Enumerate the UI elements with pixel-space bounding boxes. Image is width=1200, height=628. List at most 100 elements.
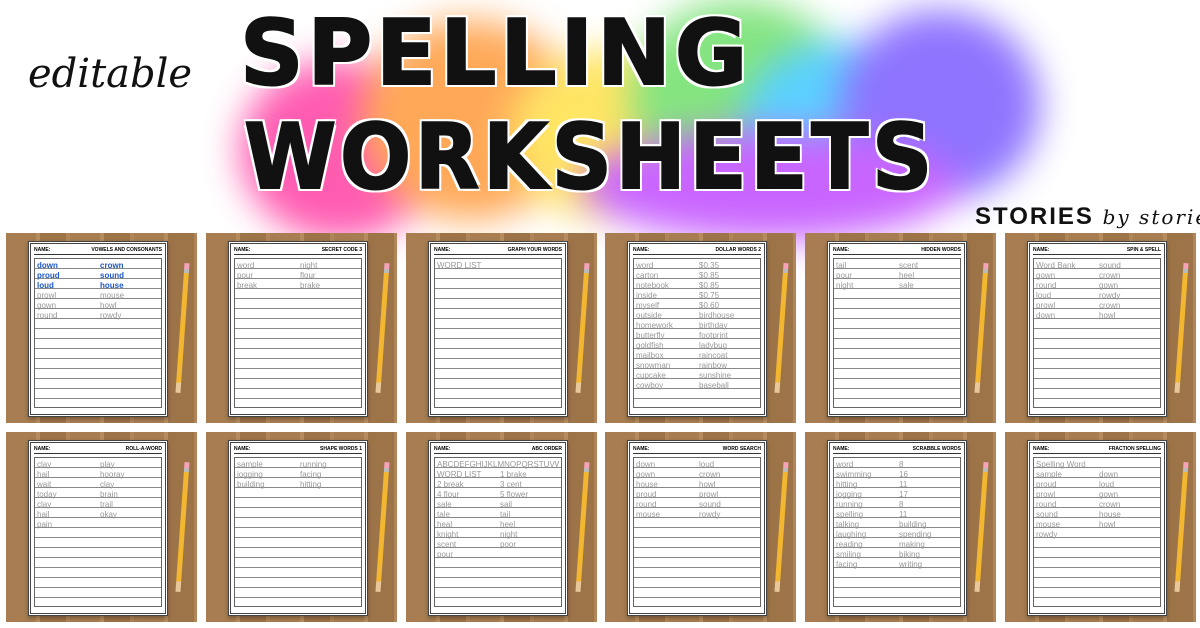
- worksheet-word: cupcake: [636, 371, 666, 380]
- worksheet-word: crown: [1099, 271, 1121, 280]
- worksheet-word: mouse: [100, 291, 125, 300]
- worksheet-word: 17: [899, 490, 908, 499]
- worksheet-word: word: [836, 460, 854, 469]
- worksheet-word: running: [300, 460, 327, 469]
- worksheet-word: poor: [500, 540, 517, 549]
- worksheet-word: round: [37, 311, 58, 320]
- worksheet-title: SCRABBLE WORDS: [912, 446, 961, 452]
- worksheet-body: word night pour flour break brake: [234, 258, 362, 408]
- worksheet-word: tail: [836, 261, 847, 270]
- worksheet-word: sound: [699, 500, 721, 509]
- worksheet-header: NAME: SPIN & SPELL: [1033, 247, 1161, 255]
- worksheet-word: 16: [899, 470, 908, 479]
- worksheet-word: down: [636, 460, 656, 469]
- brand-script: by storie: [1102, 205, 1200, 229]
- worksheet-word: okay: [100, 510, 117, 519]
- worksheet-word: Word Bank: [1036, 261, 1076, 270]
- worksheet-title: SECRET CODE 3: [321, 247, 362, 253]
- worksheet-word: outside: [636, 311, 662, 320]
- worksheet-header: NAME: ABC ORDER: [434, 446, 562, 454]
- worksheet-word: facing: [300, 470, 322, 479]
- watercolor-splash: [180, 0, 1040, 240]
- worksheet-word: cowboy: [636, 381, 664, 390]
- worksheet-word: 1 brake: [500, 470, 527, 479]
- worksheet-word: break: [237, 281, 258, 290]
- worksheet-word: rowdy: [1036, 530, 1058, 539]
- worksheet-word: pour: [437, 550, 454, 559]
- worksheet-word: WORD LIST: [437, 261, 482, 270]
- worksheet-word: proud: [37, 271, 60, 280]
- worksheet-word: inside: [636, 291, 657, 300]
- worksheet-word: mouse: [636, 510, 661, 519]
- worksheet-word: raincoat: [699, 351, 728, 360]
- worksheet-photo: NAME: SECRET CODE 3 word night pour flour brea…: [206, 233, 397, 423]
- worksheet-word: 11: [899, 480, 908, 489]
- worksheet-word: jogging: [836, 490, 862, 499]
- worksheet-word: howl: [1099, 311, 1116, 320]
- worksheet-word: heal: [437, 520, 453, 529]
- worksheet-word: sunshine: [699, 371, 732, 380]
- worksheet-word: prowl: [1036, 490, 1056, 499]
- worksheet-word: sample: [237, 460, 263, 469]
- worksheet-word: loud: [37, 281, 54, 290]
- worksheet-body: tail scent pour heel night sale: [833, 258, 961, 408]
- worksheet: NAME: ROLL-A-WORD clay play hail hooray wait cl…: [28, 440, 168, 616]
- worksheet-header: NAME: DOLLAR WORDS 2: [633, 247, 761, 255]
- worksheet-word: 3 cent: [500, 480, 522, 489]
- worksheet-word: Spelling Word: [1036, 460, 1086, 469]
- worksheet-word: carton: [636, 271, 659, 280]
- worksheet-word: brain: [100, 490, 118, 499]
- worksheet-word: gown: [1099, 281, 1119, 290]
- worksheet: NAME: DOLLAR WORDS 2 word $0.35 carton $0.85 n…: [627, 241, 767, 417]
- worksheet-word: round: [1036, 500, 1057, 509]
- pencil: [1174, 461, 1189, 593]
- worksheet-word: heel: [899, 271, 915, 280]
- worksheet-word: notebook: [636, 281, 669, 290]
- pencil: [974, 262, 989, 394]
- worksheet-word: rowdy: [100, 311, 122, 320]
- pencil: [774, 461, 789, 593]
- worksheet-word: howl: [1099, 520, 1116, 529]
- worksheet-body: WORD LIST: [434, 258, 562, 408]
- worksheet-header: NAME: VOWELS AND CONSONANTS: [34, 247, 162, 255]
- worksheet-word: rowdy: [699, 510, 721, 519]
- worksheet-word: building: [899, 520, 927, 529]
- name-label: NAME:: [1033, 247, 1050, 253]
- worksheet-word: making: [899, 540, 925, 549]
- pencil: [375, 461, 390, 593]
- worksheet-title: SHAPE WORDS 1: [320, 446, 362, 452]
- worksheet-word: tail: [500, 510, 511, 519]
- worksheet-word: reading: [836, 540, 863, 549]
- worksheet-word: ABCDEFGHIJKLMNOPQRSTUVWXYZ: [437, 460, 559, 469]
- worksheet-word: mouse: [1036, 520, 1061, 529]
- worksheet-word: loud: [699, 460, 715, 469]
- worksheet-word: sound: [1099, 261, 1121, 270]
- worksheet-word: sail: [500, 500, 513, 509]
- worksheet-word: 11: [899, 510, 908, 519]
- worksheet-word: birdhouse: [699, 311, 735, 320]
- worksheet-word: spelling: [836, 510, 864, 519]
- worksheet-word: footprint: [699, 331, 728, 340]
- worksheet-title: VOWELS AND CONSONANTS: [91, 247, 162, 253]
- name-label: NAME:: [34, 247, 51, 253]
- worksheet-word: hitting: [300, 480, 322, 489]
- worksheet-word: night: [836, 281, 854, 290]
- worksheet-word: sale: [437, 500, 452, 509]
- worksheet-word: howl: [100, 301, 117, 310]
- worksheet-word: hail: [37, 510, 50, 519]
- worksheet: NAME: HIDDEN WORDS tail scent pour heel night s…: [827, 241, 967, 417]
- worksheet-word: rainbow: [699, 361, 728, 370]
- worksheet-header: NAME: HIDDEN WORDS: [833, 247, 961, 255]
- worksheet-photo: NAME: DOLLAR WORDS 2 word $0.35 carton $0.85 n…: [605, 233, 796, 423]
- worksheet-word: trail: [100, 500, 113, 509]
- editable-script-text: editable: [28, 51, 193, 97]
- worksheet-word: building: [237, 480, 265, 489]
- worksheet-word: gown: [37, 301, 57, 310]
- worksheet-word: house: [100, 281, 124, 290]
- worksheet-word: spending: [899, 530, 932, 539]
- worksheet: NAME: SECRET CODE 3 word night pour flour brea…: [228, 241, 368, 417]
- worksheet-photo: NAME: HIDDEN WORDS tail scent pour heel night s…: [805, 233, 996, 423]
- worksheet-word: clay: [100, 480, 115, 489]
- worksheet-body: Word Bank sound gown crown round gown loud rowd…: [1033, 258, 1161, 408]
- paint-blot: [580, 130, 960, 240]
